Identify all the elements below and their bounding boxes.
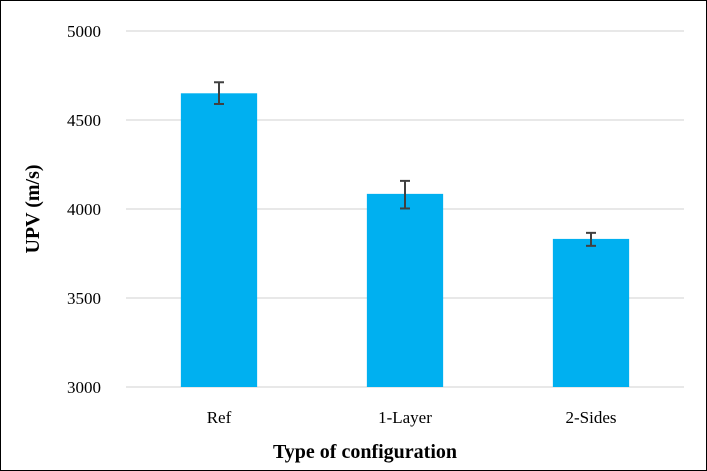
x-tick-label-Ref: Ref <box>207 408 232 427</box>
error-bars <box>214 81 596 247</box>
y-tick-label-4500: 4500 <box>67 111 101 130</box>
bar-1-Layer <box>366 193 444 387</box>
y-axis-title: UPV (m/s) <box>22 164 44 253</box>
x-tick-label-1-Layer: 1-Layer <box>378 408 432 427</box>
error-bar-1-Layer <box>400 179 410 210</box>
x-tick-labels: Ref 1-Layer 2-Sides <box>207 408 617 427</box>
x-axis-title: Type of configuration <box>273 441 457 463</box>
error-bar-Ref <box>214 81 224 105</box>
y-tick-label-3500: 3500 <box>67 289 101 308</box>
top-rule <box>198 0 528 1</box>
y-tick-label-4000: 4000 <box>67 200 101 219</box>
y-tick-label-5000: 5000 <box>67 22 101 41</box>
bar-Ref <box>180 93 258 388</box>
error-bar-2-Sides <box>586 231 596 247</box>
y-tick-label-3000: 3000 <box>67 378 101 397</box>
bar-2-Sides <box>552 238 630 387</box>
bars <box>180 93 630 388</box>
x-tick-label-2-Sides: 2-Sides <box>566 408 617 427</box>
y-tick-labels: 3000 3500 4000 4500 5000 <box>67 22 101 397</box>
